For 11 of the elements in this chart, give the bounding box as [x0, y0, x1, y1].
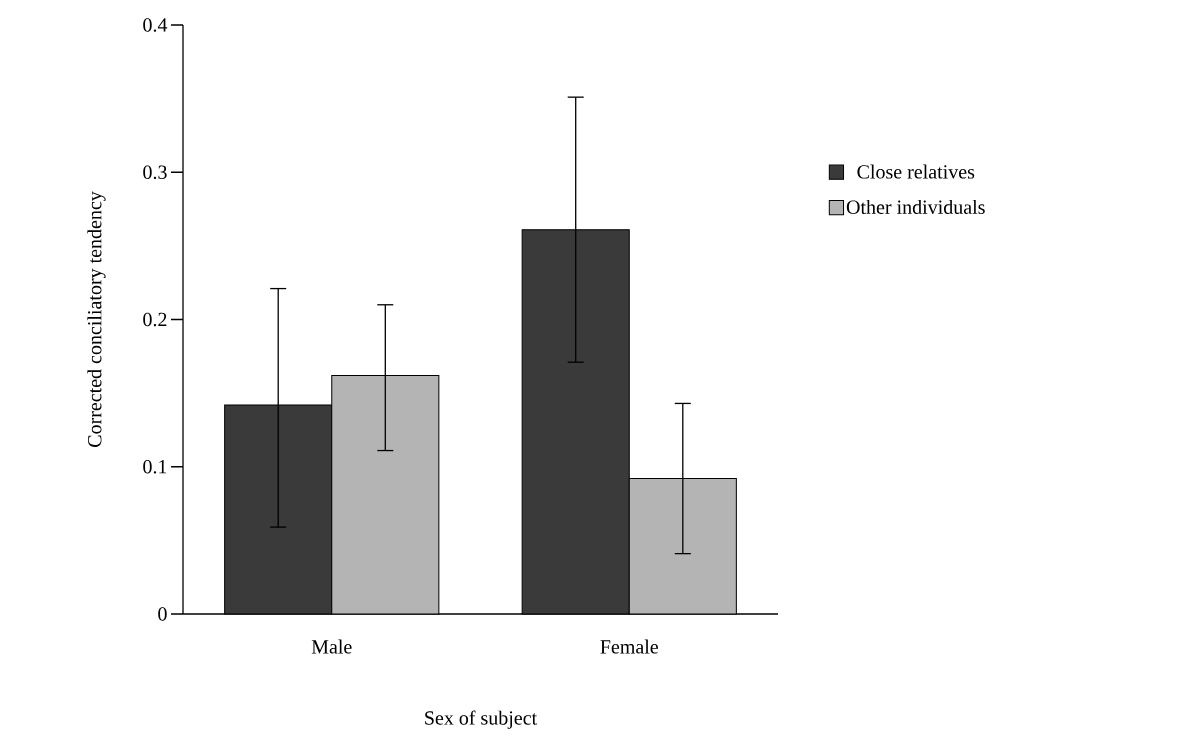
- legend-label: Close relatives: [857, 164, 975, 179]
- y-tick-label: 0: [158, 607, 167, 621]
- x-axis-title: Sex of subject: [425, 710, 538, 729]
- x-tick-label: Female: [600, 639, 659, 654]
- y-tick-label: 0.4: [143, 18, 168, 32]
- y-axis-title: Corrected conciliatory tendency: [87, 191, 106, 447]
- y-tick-label: 0.3: [143, 165, 167, 180]
- x-tick-label: Male: [311, 639, 352, 654]
- y-tick-label: 0.2: [143, 312, 167, 327]
- y-tick-label: 0.1: [143, 459, 167, 474]
- legend-label: Other individuals: [846, 199, 985, 214]
